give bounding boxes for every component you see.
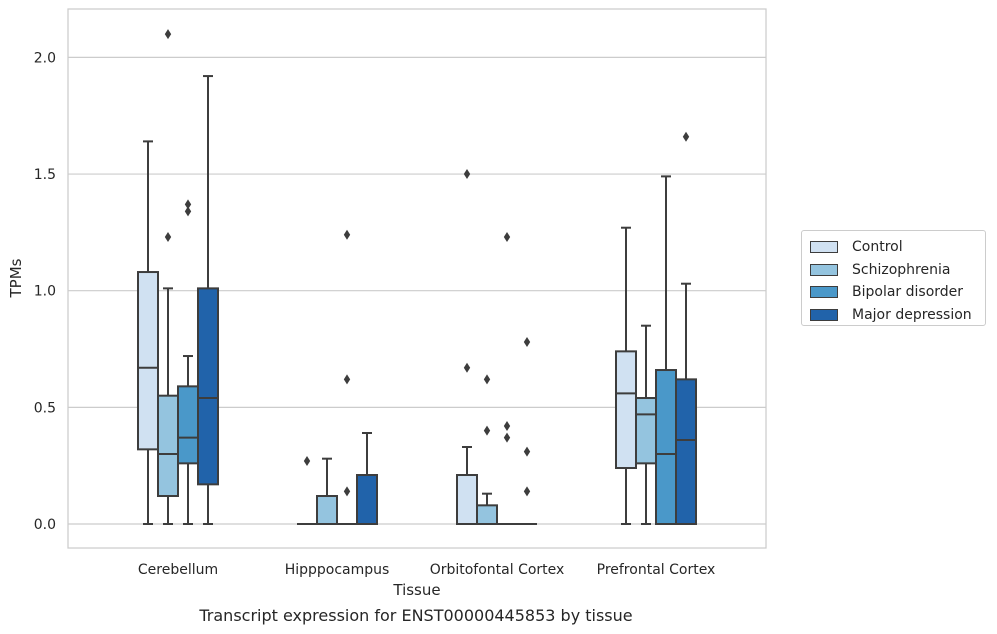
x-tick-label: Cerebellum (138, 562, 218, 578)
outlier-point (184, 199, 192, 210)
legend: Control Schizophrenia Bipolar disorder Majo… (801, 230, 986, 326)
figure-caption: Transcript expression for ENST0000044585… (199, 606, 633, 625)
box-body (197, 287, 219, 486)
legend-item: Bipolar disorder (810, 281, 977, 304)
y-tick-label: 2.0 (34, 50, 56, 66)
box-body (476, 504, 498, 525)
outlier-point (343, 229, 351, 240)
outlier-point (523, 486, 531, 497)
outlier-point (463, 169, 471, 180)
outlier-point (184, 206, 192, 217)
x-axis-label: Tissue (392, 581, 440, 599)
box-body (157, 394, 179, 498)
box-control (297, 456, 317, 525)
box-major-depression (356, 432, 378, 525)
legend-item: Schizophrenia (810, 259, 977, 282)
box-body (356, 474, 378, 525)
box-body (635, 397, 657, 465)
legend-swatch (810, 263, 838, 276)
legend-label: Major depression (852, 306, 972, 323)
outlier-point (483, 425, 491, 436)
legend-swatch (810, 241, 838, 254)
plot-frame (67, 8, 767, 549)
outlier-point (343, 486, 351, 497)
outlier-point (343, 374, 351, 385)
y-tick-label: 0.0 (34, 517, 56, 533)
box-body (137, 271, 159, 451)
box-major-depression (197, 75, 219, 525)
y-tick-label: 0.5 (34, 400, 56, 416)
box-body (456, 474, 478, 525)
box-major-depression (675, 131, 697, 525)
box-body (177, 385, 199, 465)
outlier-point (503, 232, 511, 243)
legend-label: Bipolar disorder (852, 284, 964, 301)
legend-swatch (810, 286, 838, 299)
outlier-point (503, 421, 511, 432)
outlier-point (682, 131, 690, 142)
box-control (137, 140, 159, 525)
outlier-point (483, 374, 491, 385)
box-control (456, 169, 478, 525)
x-tick-labels: Cerebellum Hipppocampus Orbitofontal Corte… (138, 562, 715, 578)
x-tick-label: Prefrontal Cortex (597, 562, 716, 578)
legend-label: Schizophrenia (852, 261, 951, 278)
y-tick-label: 1.0 (34, 284, 56, 300)
outlier-point (523, 337, 531, 348)
box-bipolar-disorder (337, 229, 357, 525)
legend-label: Control (852, 239, 903, 256)
box-schizophrenia (476, 374, 498, 525)
y-axis-label: TPMs (7, 258, 25, 298)
box-major-depression (517, 337, 537, 525)
outlier-point (463, 362, 471, 373)
outlier-point (503, 432, 511, 443)
box-bipolar-disorder (177, 199, 199, 525)
legend-swatch (810, 308, 838, 321)
outlier-point (523, 446, 531, 457)
outlier-point (164, 29, 172, 40)
boxes (137, 29, 697, 525)
box-schizophrenia (316, 457, 338, 525)
box-body (675, 378, 697, 525)
outlier-point (303, 456, 311, 467)
box-bipolar-disorder (497, 232, 517, 525)
legend-item: Major depression (810, 304, 977, 327)
x-tick-label: Hipppocampus (285, 562, 390, 578)
x-tick-label: Orbitofontal Cortex (430, 562, 565, 578)
y-tick-labels: 0.0 0.5 1.0 1.5 2.0 (34, 50, 56, 533)
box-body (316, 495, 338, 525)
box-body (615, 350, 637, 470)
y-tick-label: 1.5 (34, 167, 56, 183)
outlier-point (164, 232, 172, 243)
box-control (615, 226, 637, 525)
box-body (655, 369, 677, 525)
legend-item: Control (810, 236, 977, 259)
